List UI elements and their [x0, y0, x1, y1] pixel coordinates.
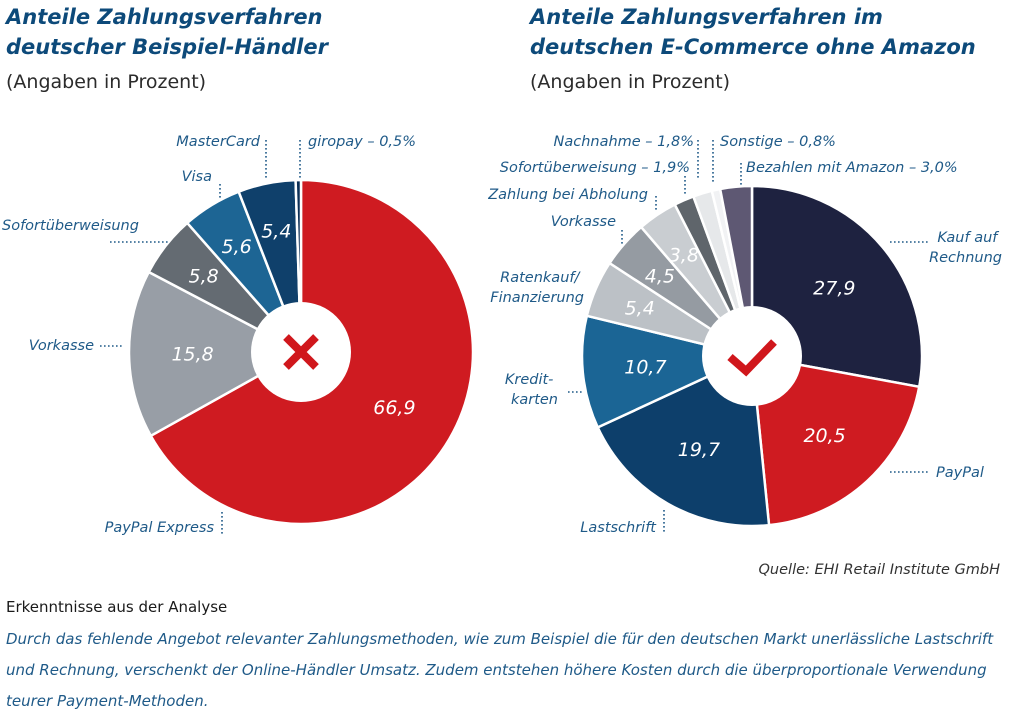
label-vorkasse: Vorkasse	[29, 338, 94, 354]
label-mastercard: MasterCard	[176, 134, 260, 150]
label-kreditkarten-line2: karten	[511, 392, 558, 408]
pie-chart-merchant: 66,9 15,8 5,85,6 5,4	[127, 178, 475, 526]
label-zahlung-abholung: Zahlung bei Abholung	[487, 187, 648, 203]
chart2-title: Anteile Zahlungsverfahren im deutschen E…	[530, 5, 976, 59]
label-kauf-auf-rechnung: Kauf auf Rechnung	[929, 230, 1002, 266]
label-paypal: PayPal	[936, 465, 984, 481]
label-visa: Visa	[182, 169, 212, 185]
pie-chart-ecommerce: 27,9 20,5 19,7 10,7 5,4 4,53,8	[580, 184, 924, 528]
value-label-2-4: 10,7	[624, 356, 666, 378]
label-rechnung-line1: Kauf auf	[937, 230, 999, 246]
value-label-2-2: 20,5	[803, 425, 845, 447]
value-label-1-5: 5,4	[261, 221, 291, 243]
findings-heading: Erkenntnisse aus der Analyse	[6, 598, 228, 616]
label-bezahlen-amazon: Bezahlen mit Amazon – 3,0%	[746, 160, 958, 176]
source-note: Quelle: EHI Retail Institute GmbH	[758, 562, 1000, 578]
label-sonstige: Sonstige – 0,8%	[720, 134, 836, 150]
label-sofortueberweisung-2: Sofortüberweisung – 1,9%	[500, 160, 690, 176]
pie-slice-2-4	[580, 314, 754, 429]
label-ratenkauf-line1: Ratenkauf/	[500, 270, 581, 286]
label-rechnung-line2: Rechnung	[929, 250, 1002, 266]
value-label-1-3: 5,8	[188, 266, 218, 288]
label-vorkasse-2: Vorkasse	[551, 214, 616, 230]
label-ratenkauf: Ratenkauf/ Finanzierung	[490, 270, 584, 306]
pie-slice-1-2	[127, 270, 303, 438]
value-label-1-1: 66,9	[373, 397, 415, 419]
value-label-2-1: 27,9	[813, 278, 855, 300]
value-label-2-6: 4,5	[645, 265, 675, 287]
label-kreditkarten: Kredit- karten	[505, 372, 558, 408]
value-label-2-5: 5,4	[625, 297, 655, 319]
label-kreditkarten-line1: Kredit-	[505, 372, 554, 388]
findings-text: Durch das fehlende Angebot relevanter Za…	[6, 630, 994, 710]
value-label-1-2: 15,8	[171, 343, 213, 365]
value-label-1-4: 5,6	[221, 236, 251, 258]
label-nachnahme: Nachnahme – 1,8%	[553, 134, 694, 150]
chart2-subtitle: (Angaben in Prozent)	[530, 71, 731, 93]
label-sofortueberweisung: Sofortüberweisung	[2, 218, 139, 234]
label-lastschrift: Lastschrift	[580, 520, 657, 536]
pie-slice-2-2	[750, 354, 921, 527]
value-label-2-3: 19,7	[678, 439, 720, 461]
check-icon	[727, 339, 777, 377]
value-label-2-7: 3,8	[669, 244, 699, 266]
label-ratenkauf-line2: Finanzierung	[490, 290, 584, 306]
donut-hole-2	[702, 306, 802, 406]
label-paypal-express: PayPal Express	[105, 520, 215, 536]
chart1-title: Anteile Zahlungsverfahren deutscher Beis…	[6, 5, 328, 59]
cross-icon	[283, 334, 319, 370]
chart1-subtitle: (Angaben in Prozent)	[6, 71, 207, 93]
label-giropay: giropay – 0,5%	[308, 134, 416, 150]
